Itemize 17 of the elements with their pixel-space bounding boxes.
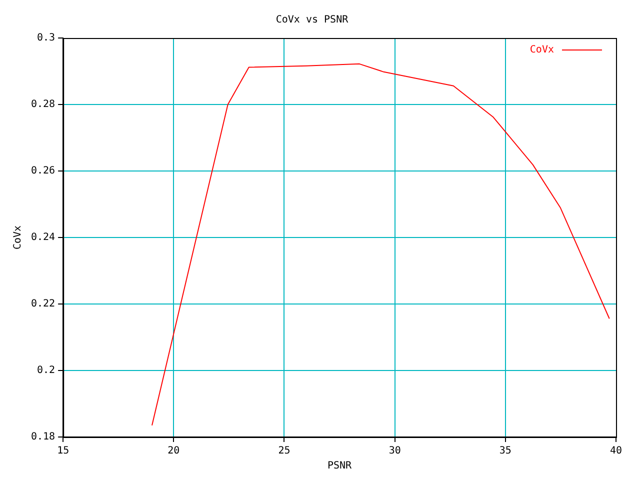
y-tick-label: 0.3 (37, 32, 56, 44)
legend-label: CoVx (530, 44, 554, 56)
y-tick-label: 0.24 (30, 232, 56, 244)
y-tick-label: 0.22 (30, 298, 56, 310)
x-axis-title: PSNR (327, 460, 353, 472)
x-tick-label: 25 (278, 446, 290, 457)
chart-title: CoVx vs PSNR (276, 14, 350, 26)
x-tick-label: 30 (388, 446, 401, 457)
x-tick-label: 15 (57, 446, 70, 457)
x-tick-label: 35 (499, 446, 512, 457)
y-tick-label: 0.28 (30, 99, 56, 110)
y-tick-label: 0.18 (30, 432, 56, 443)
y-axis-title: CoVx (12, 225, 24, 250)
y-tick-label: 0.26 (30, 166, 56, 177)
x-tick-label: 20 (168, 446, 180, 457)
y-tick-label: 0.2 (37, 365, 56, 376)
x-tick-label: 40 (610, 446, 622, 457)
